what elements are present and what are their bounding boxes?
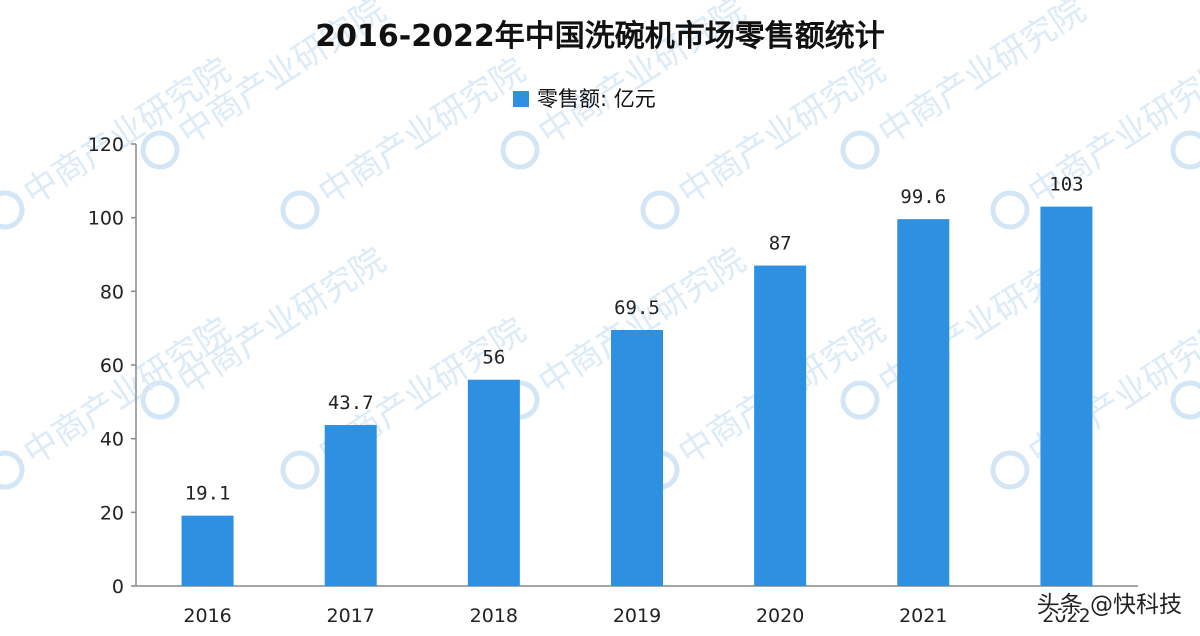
legend: 零售额: 亿元 (513, 87, 656, 111)
watermark-logo-icon (1170, 380, 1200, 420)
bar (324, 425, 377, 586)
watermark-text: 中商产业研究院 (871, 0, 1092, 153)
x-tick-label: 2017 (327, 605, 375, 627)
watermark-logo: 中商产业研究院 (280, 50, 533, 230)
legend-label: 零售额: 亿元 (537, 87, 656, 111)
watermark-logo-icon (0, 190, 25, 230)
y-tick-label: 40 (100, 429, 124, 451)
bar (1040, 206, 1093, 586)
chart-title: 2016-2022年中国洗碗机市场零售额统计 (315, 19, 884, 54)
data-label: 69.5 (614, 297, 660, 319)
x-tick-label: 2019 (613, 605, 661, 627)
x-tick-label: 2018 (470, 605, 518, 627)
y-tick-group: 0 20 40 60 80 100 120 (88, 134, 136, 598)
watermark-text: 中商产业研究院 (311, 50, 532, 213)
bar (181, 515, 234, 586)
data-label: 56 (482, 347, 505, 369)
watermark-logo: 中商产业研究院 (990, 310, 1200, 490)
y-tick-label: 60 (100, 355, 124, 377)
y-tick-label: 20 (100, 502, 124, 524)
watermark-logo: 中商产业研究院 (0, 310, 238, 490)
data-label: 19.1 (185, 483, 231, 505)
y-tick-label: 0 (112, 576, 124, 598)
watermark-logo: 中商产业研究院 (990, 50, 1200, 230)
data-label-group: 19.1 43.7 56 69.5 87 99.6 103 (185, 174, 1084, 505)
data-label: 43.7 (328, 392, 374, 414)
watermark-logo-icon (140, 130, 180, 170)
watermark-logo: 中商产业研究院 (1170, 380, 1200, 420)
watermark-logo: 中商产业研究院 (640, 50, 893, 230)
x-tick-group: 2016 2017 2018 2019 2020 2021 2022 (183, 605, 1090, 627)
data-label: 87 (769, 233, 792, 255)
footer-credit: 头条 @快科技 (1037, 592, 1182, 618)
watermark-logo: 中商产业研究院 (1170, 130, 1200, 170)
y-tick-label: 120 (88, 134, 124, 156)
y-tick-label: 100 (88, 208, 124, 230)
watermark-logo-icon (990, 190, 1030, 230)
legend-swatch (513, 91, 529, 107)
watermark-logo-icon (990, 450, 1030, 490)
watermark-logo-icon (840, 130, 880, 170)
bar (897, 219, 950, 586)
watermark-logo-icon (280, 190, 320, 230)
data-label: 99.6 (900, 186, 946, 208)
bar (754, 265, 807, 586)
watermark-logo-icon (1170, 130, 1200, 170)
bar-group (181, 206, 1093, 586)
watermark-text: 中商产业研究院 (1021, 50, 1200, 213)
x-tick-label: 2020 (756, 605, 804, 627)
x-tick-label: 2021 (899, 605, 947, 627)
bar (611, 330, 663, 586)
bar (467, 379, 520, 586)
watermark-logo-icon (140, 380, 180, 420)
data-label: 103 (1049, 174, 1083, 196)
y-tick-label: 80 (100, 281, 124, 303)
watermark-logo-icon (840, 380, 880, 420)
watermark-logo-icon (280, 450, 320, 490)
x-tick-label: 2016 (183, 605, 231, 627)
watermark-logo-icon (0, 450, 25, 490)
x-tick-label: 2022 (1042, 605, 1090, 627)
watermark-logo-icon (640, 190, 680, 230)
watermark-logo-icon (500, 130, 540, 170)
